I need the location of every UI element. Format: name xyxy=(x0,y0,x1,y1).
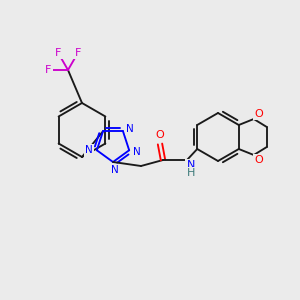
Text: O: O xyxy=(254,109,263,119)
Text: N: N xyxy=(126,124,134,134)
Text: N: N xyxy=(85,145,93,155)
Text: N: N xyxy=(187,160,195,170)
Text: F: F xyxy=(45,65,51,75)
Text: N: N xyxy=(111,165,119,175)
Text: H: H xyxy=(187,168,195,178)
Text: F: F xyxy=(75,48,81,58)
Text: O: O xyxy=(156,130,164,140)
Text: N: N xyxy=(133,147,141,157)
Text: O: O xyxy=(254,155,263,165)
Text: F: F xyxy=(55,48,61,58)
